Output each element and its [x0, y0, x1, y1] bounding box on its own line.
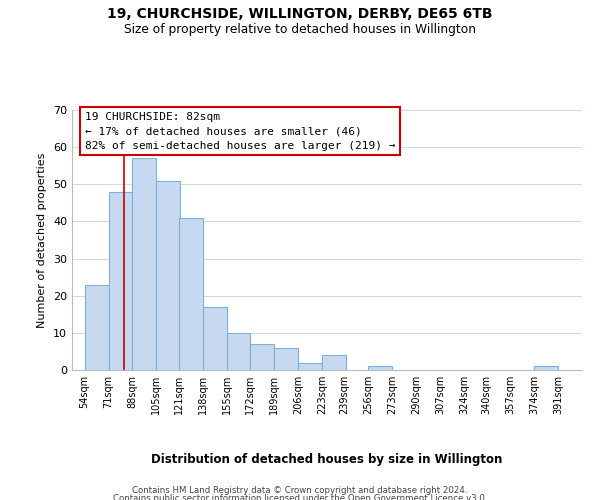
Text: 19 CHURCHSIDE: 82sqm
← 17% of detached houses are smaller (46)
82% of semi-detac: 19 CHURCHSIDE: 82sqm ← 17% of detached h… [85, 112, 395, 150]
Bar [227, 333, 250, 370]
Bar [133, 158, 156, 370]
Y-axis label: Number of detached properties: Number of detached properties [37, 152, 47, 328]
Bar [179, 218, 203, 370]
Text: Contains HM Land Registry data © Crown copyright and database right 2024.: Contains HM Land Registry data © Crown c… [132, 486, 468, 495]
Bar [109, 192, 133, 370]
Bar [368, 366, 392, 370]
Bar [156, 180, 180, 370]
Text: Distribution of detached houses by size in Willington: Distribution of detached houses by size … [151, 452, 503, 466]
Bar [85, 284, 109, 370]
Bar [274, 348, 298, 370]
Bar [250, 344, 274, 370]
Bar [203, 307, 227, 370]
Text: Size of property relative to detached houses in Willington: Size of property relative to detached ho… [124, 22, 476, 36]
Bar [322, 355, 346, 370]
Text: 19, CHURCHSIDE, WILLINGTON, DERBY, DE65 6TB: 19, CHURCHSIDE, WILLINGTON, DERBY, DE65 … [107, 8, 493, 22]
Bar [534, 366, 558, 370]
Text: Contains public sector information licensed under the Open Government Licence v3: Contains public sector information licen… [113, 494, 487, 500]
Bar [298, 362, 322, 370]
